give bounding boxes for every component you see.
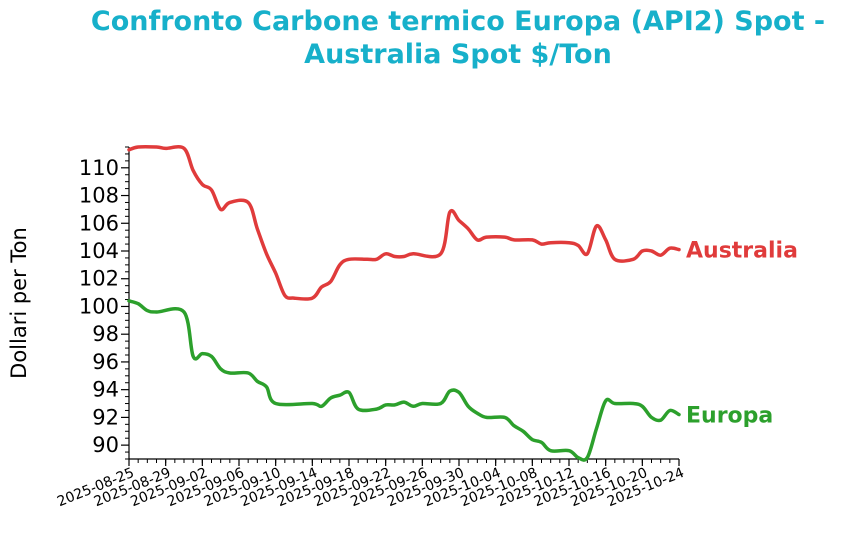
y-tick-label: 102 [79, 267, 119, 291]
series-label-australia: Australia [686, 239, 798, 264]
y-tick-label: 100 [79, 294, 119, 318]
chart-title-line-2: Australia Spot $/Ton [304, 39, 612, 70]
y-tick-label: 90 [92, 433, 119, 457]
chart-title-line-1: Confronto Carbone termico Europa (API2) … [91, 6, 825, 37]
y-tick-label: 92 [92, 405, 119, 429]
series-layer: Australia Europa [127, 144, 798, 462]
y-tick-label: 96 [92, 350, 119, 374]
y-tick-label: 94 [92, 378, 119, 402]
y-tick-label: 104 [79, 239, 119, 263]
y-tick-label: 110 [79, 156, 119, 180]
y-tick-label: 108 [79, 184, 119, 208]
axes: 90929496981001021041061081102025-08-2520… [55, 146, 687, 510]
y-tick-label: 106 [79, 211, 119, 235]
series-line-australia [127, 144, 681, 301]
y-tick-label: 98 [92, 322, 119, 346]
series-label-europa: Europa [686, 404, 773, 429]
y-axis-label: Dollari per Ton [7, 227, 31, 379]
series-line-europa [127, 299, 681, 462]
